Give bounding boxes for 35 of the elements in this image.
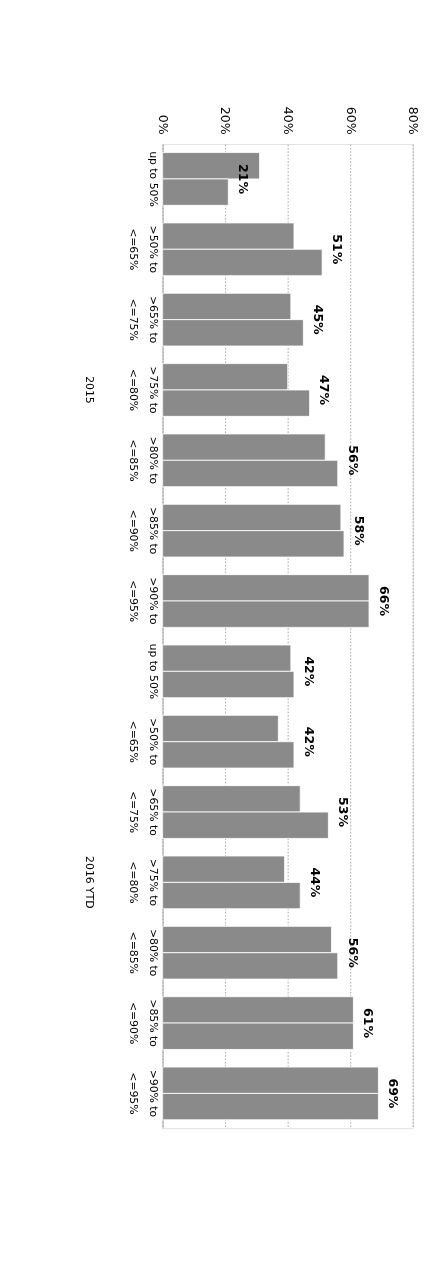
x-tick-label: 40% — [280, 106, 296, 135]
data-label: 56% — [345, 937, 361, 969]
data-label: 21% — [236, 163, 252, 195]
x-tick-label: 80% — [406, 106, 422, 135]
y-tick-label: >50% to <=65% — [126, 717, 160, 766]
data-label: 44% — [308, 867, 324, 898]
data-label: 51% — [329, 234, 345, 265]
data-label: 66% — [376, 586, 392, 617]
y-tick-label: >90% to <=95% — [126, 1069, 160, 1118]
text: 2015 — [82, 376, 96, 404]
data-label: 58% — [351, 515, 367, 547]
data-label: 53% — [336, 797, 352, 828]
y-tick-label: up to 50% — [146, 151, 160, 207]
y-tick-label: up to 50% — [146, 643, 160, 700]
y-tick-label: >85% to <=90% — [126, 506, 160, 555]
text: 2016 YTD — [82, 856, 96, 909]
y-tick-label: >65% to <=75% — [126, 788, 160, 837]
y-tick-label: >90% to <=95% — [126, 577, 160, 626]
y-tick-label: >50% to <=65% — [126, 225, 160, 274]
data-label: 47% — [317, 375, 333, 406]
x-tick-label: 20% — [218, 106, 234, 135]
y-tick-label: >80% to <=85% — [126, 436, 160, 485]
data-label: 42% — [301, 656, 317, 687]
y-tick-label: >80% to <=85% — [126, 929, 160, 977]
y-tick-label: >65% to <=75% — [126, 295, 160, 344]
x-tick-label: 0% — [155, 114, 171, 135]
x-tick-label: 60% — [343, 106, 359, 135]
data-label: 61% — [361, 1008, 377, 1039]
data-label: 69% — [386, 1078, 402, 1109]
y-tick-label: >75% to <=80% — [126, 858, 160, 907]
y-tick-label: >75% to <=80% — [126, 366, 160, 415]
data-label: 45% — [311, 304, 327, 336]
data-label: 42% — [301, 726, 317, 758]
data-label: 56% — [345, 445, 361, 476]
y-tick-label: >85% to <=90% — [126, 999, 160, 1048]
